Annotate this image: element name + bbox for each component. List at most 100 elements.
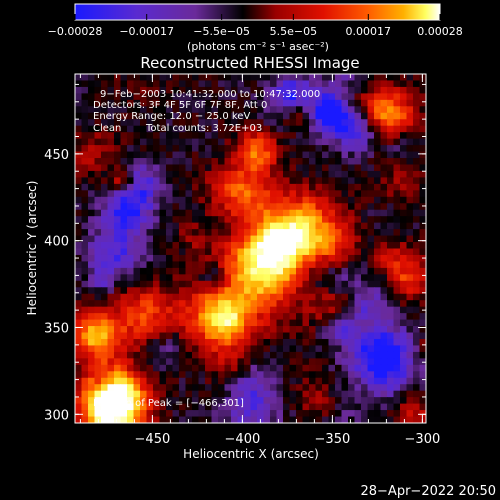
heatmap-cell (406, 242, 414, 250)
heatmap-cell (166, 196, 174, 204)
heatmap-cell (231, 351, 239, 359)
heatmap-cell (250, 125, 258, 133)
heatmap-cell (348, 351, 356, 359)
heatmap-cell (328, 351, 336, 359)
heatmap-cell (341, 345, 349, 353)
heatmap-cell (367, 338, 375, 347)
heatmap-cell (387, 403, 395, 411)
heatmap-cell (127, 235, 135, 243)
heatmap-cell (211, 287, 219, 295)
heatmap-cell (354, 397, 362, 405)
heatmap-cell (380, 293, 388, 301)
heatmap-cell (133, 377, 141, 385)
heatmap-cell (374, 313, 382, 321)
heatmap-cell (328, 99, 336, 107)
heatmap-cell (153, 306, 161, 314)
heatmap-cell (120, 222, 128, 230)
heatmap-cell (263, 74, 271, 82)
heatmap-cell (127, 86, 135, 94)
heatmap-cell (146, 216, 154, 224)
heatmap-cell (205, 119, 213, 127)
heatmap-cell (224, 280, 232, 288)
heatmap-cell (419, 125, 426, 133)
heatmap-cell (413, 119, 421, 127)
heatmap-cell (127, 209, 135, 217)
heatmap-cell (406, 125, 414, 133)
x-tick-label: −300 (405, 432, 441, 447)
heatmap-cell (179, 377, 187, 385)
heatmap-cell (341, 351, 349, 359)
heatmap-cell (309, 74, 317, 82)
heatmap-cell (146, 254, 154, 263)
heatmap-cell (393, 332, 401, 340)
heatmap-cell (107, 158, 115, 166)
heatmap-cell (393, 319, 401, 327)
heatmap-cell (172, 300, 180, 308)
heatmap-cell (257, 351, 265, 359)
heatmap-cell (387, 93, 395, 101)
heatmap-cell (374, 274, 382, 282)
heatmap-cell (393, 261, 401, 269)
heatmap-cell (257, 326, 265, 334)
heatmap-cell (257, 151, 265, 159)
heatmap-cell (263, 145, 271, 153)
heatmap-cell (94, 274, 102, 282)
heatmap-cell (94, 358, 102, 366)
heatmap-cell (354, 158, 362, 166)
heatmap-cell (296, 358, 304, 366)
heatmap-cell (354, 338, 362, 347)
heatmap-cell (159, 93, 167, 101)
heatmap-cell (81, 371, 89, 379)
heatmap-cell (387, 300, 395, 308)
heatmap-cell (198, 80, 206, 88)
heatmap-cell (192, 403, 200, 411)
heatmap-cell (127, 170, 135, 178)
heatmap-cell (81, 242, 89, 250)
heatmap-cell (205, 416, 213, 423)
heatmap-cell (231, 158, 239, 166)
heatmap-cell (341, 183, 349, 191)
heatmap-cell (406, 313, 414, 321)
heatmap-cell (101, 196, 109, 204)
heatmap-cell (231, 300, 239, 308)
heatmap-cell (140, 229, 148, 237)
heatmap-cell (419, 190, 426, 198)
heatmap-cell (159, 222, 167, 230)
heatmap-cell (393, 390, 401, 398)
heatmap-cell (211, 397, 219, 405)
heatmap-cell (224, 306, 232, 314)
heatmap-cell (153, 209, 161, 217)
heatmap-cell (315, 384, 323, 392)
heatmap-cell (348, 132, 356, 140)
heatmap-cell (276, 196, 284, 204)
heatmap-cell (309, 229, 317, 237)
heatmap-cell (166, 138, 174, 146)
heatmap-cell (348, 164, 356, 172)
heatmap-cell (153, 74, 161, 82)
heatmap-cell (218, 74, 226, 82)
heatmap-cell (159, 371, 167, 379)
heatmap-cell (354, 93, 362, 101)
heatmap-cell (315, 416, 323, 423)
heatmap-cell (315, 280, 323, 288)
heatmap-cell (283, 345, 291, 353)
heatmap-cell (120, 261, 128, 269)
heatmap-cell (75, 287, 83, 295)
heatmap-cell (211, 158, 219, 166)
heatmap-cell (276, 216, 284, 224)
heatmap-cell (380, 222, 388, 230)
heatmap-cell (400, 319, 408, 327)
heatmap-cell (146, 293, 154, 301)
heatmap-cell (185, 93, 193, 101)
heatmap-cell (296, 390, 304, 398)
heatmap-cell (114, 106, 122, 114)
heatmap-cell (400, 248, 408, 256)
heatmap-cell (192, 145, 200, 153)
heatmap-cell (94, 229, 102, 237)
heatmap-cell (276, 151, 284, 159)
heatmap-cell (380, 306, 388, 314)
heatmap-cell (218, 338, 226, 347)
heatmap-cell (172, 377, 180, 385)
heatmap-cell (107, 138, 115, 146)
heatmap-cell (205, 74, 213, 82)
